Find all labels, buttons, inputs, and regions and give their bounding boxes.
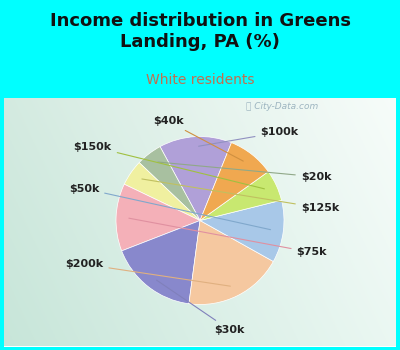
Text: ⓘ City-Data.com: ⓘ City-Data.com xyxy=(246,102,318,111)
Wedge shape xyxy=(200,200,284,261)
Text: $40k: $40k xyxy=(153,117,243,161)
Text: $150k: $150k xyxy=(74,142,264,189)
Wedge shape xyxy=(139,147,200,220)
Wedge shape xyxy=(189,220,273,304)
Text: $50k: $50k xyxy=(69,184,270,230)
Wedge shape xyxy=(160,136,232,220)
Text: $100k: $100k xyxy=(199,127,299,146)
Text: White residents: White residents xyxy=(146,74,254,88)
Wedge shape xyxy=(200,172,282,220)
Text: $30k: $30k xyxy=(156,280,244,335)
Text: $20k: $20k xyxy=(158,162,331,182)
Wedge shape xyxy=(200,142,268,220)
Text: $75k: $75k xyxy=(129,218,327,257)
Wedge shape xyxy=(122,220,200,304)
Wedge shape xyxy=(116,184,200,251)
Text: $200k: $200k xyxy=(65,259,230,286)
Text: Income distribution in Greens
Landing, PA (%): Income distribution in Greens Landing, P… xyxy=(50,12,350,50)
Text: $125k: $125k xyxy=(142,179,339,213)
Wedge shape xyxy=(124,162,200,220)
